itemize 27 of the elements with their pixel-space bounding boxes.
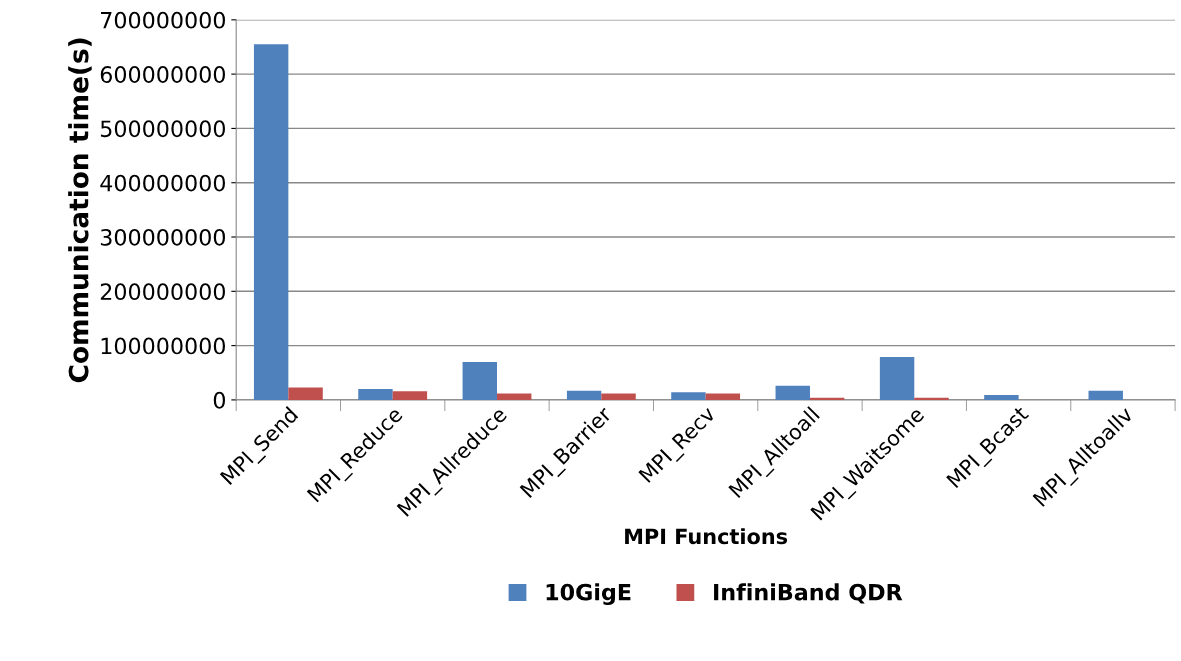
bar — [566, 390, 602, 400]
y-tick-label: 300000000 — [100, 228, 225, 246]
y-tick-label: 400000000 — [100, 174, 225, 192]
bar — [914, 397, 949, 400]
bar — [705, 393, 741, 400]
bar — [984, 395, 1019, 400]
y-tick-label: 200000000 — [100, 283, 225, 301]
y-tick-label: 100000000 — [101, 337, 225, 355]
legend-label: InfiniBand QDR — [714, 583, 903, 604]
y-tick-label: 700000000 — [101, 11, 225, 29]
bar — [775, 385, 810, 400]
bar — [1088, 390, 1123, 400]
bar — [809, 397, 845, 400]
bar — [601, 393, 636, 400]
bar — [392, 391, 428, 400]
bar — [879, 357, 915, 400]
legend-label: 10GigE — [546, 583, 631, 606]
bar — [253, 44, 289, 400]
y-axis-title: Communication time(s) — [68, 38, 92, 383]
bar — [358, 389, 393, 400]
bar — [671, 392, 706, 400]
y-tick-label: 500000000 — [100, 120, 225, 138]
bar — [288, 387, 323, 400]
x-axis-title: MPI Functions — [625, 528, 788, 545]
y-tick-label: 600000000 — [100, 66, 225, 83]
bar — [497, 393, 532, 400]
bar — [462, 361, 497, 400]
